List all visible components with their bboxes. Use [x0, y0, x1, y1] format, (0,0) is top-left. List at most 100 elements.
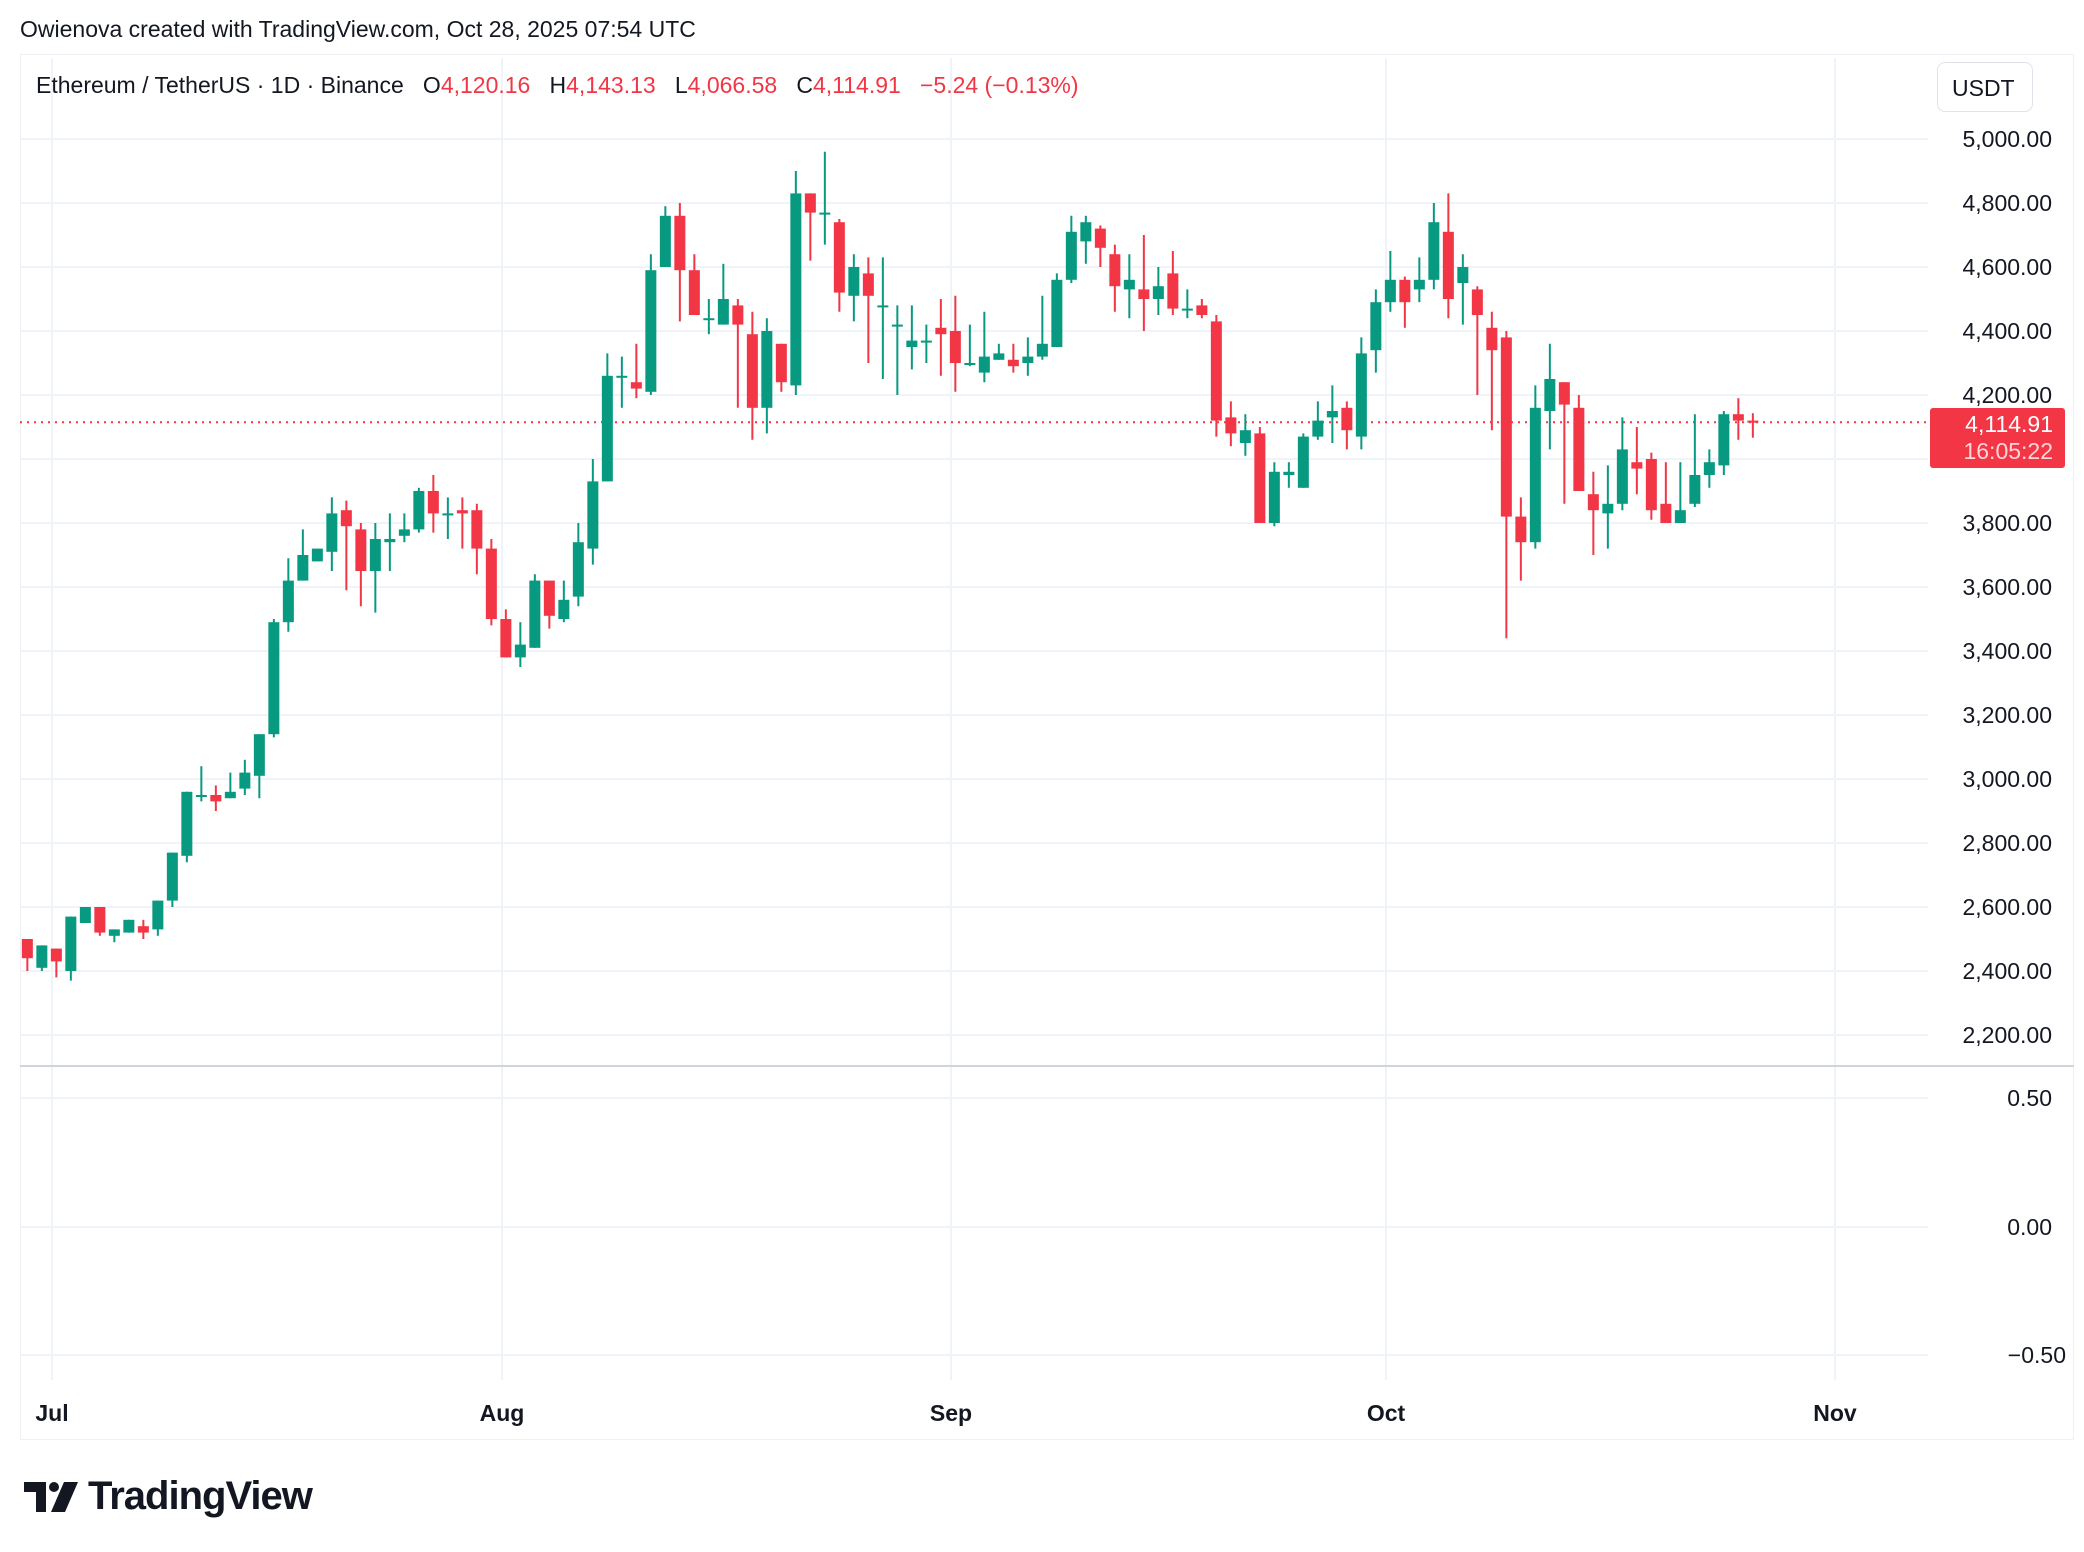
candle[interactable] — [906, 305, 918, 370]
candle[interactable] — [1515, 497, 1527, 581]
candle[interactable] — [529, 574, 541, 648]
candle[interactable] — [1283, 462, 1295, 488]
candle[interactable] — [442, 497, 454, 539]
candle[interactable] — [1065, 215, 1077, 283]
candle[interactable] — [1703, 449, 1715, 488]
candle[interactable] — [1138, 235, 1150, 331]
candle[interactable] — [964, 324, 976, 367]
candle[interactable] — [761, 318, 773, 434]
candle[interactable] — [326, 497, 338, 571]
candle[interactable] — [1500, 331, 1512, 639]
candle[interactable] — [224, 772, 236, 799]
candle[interactable] — [790, 171, 802, 395]
candle[interactable] — [833, 219, 845, 312]
candle[interactable] — [1022, 337, 1034, 376]
candle[interactable] — [456, 497, 468, 549]
candle[interactable] — [630, 343, 642, 399]
candle[interactable] — [891, 305, 903, 395]
candle[interactable] — [1080, 215, 1092, 264]
candle[interactable] — [1341, 401, 1353, 450]
candle[interactable] — [1413, 257, 1425, 303]
candle[interactable] — [558, 580, 570, 623]
candle[interactable] — [1747, 413, 1759, 438]
candle[interactable] — [645, 254, 657, 395]
candle[interactable] — [166, 852, 178, 907]
candle[interactable] — [65, 916, 77, 981]
candle[interactable] — [935, 299, 947, 376]
candle[interactable] — [732, 299, 744, 408]
candle[interactable] — [1355, 337, 1367, 450]
candle[interactable] — [1181, 289, 1193, 319]
candle[interactable] — [1196, 299, 1208, 319]
candle[interactable] — [819, 151, 831, 245]
candle[interactable] — [775, 343, 787, 392]
candle[interactable] — [543, 580, 555, 629]
candle[interactable] — [993, 343, 1005, 360]
candle[interactable] — [36, 945, 48, 971]
candle[interactable] — [1529, 385, 1541, 549]
candle[interactable] — [674, 203, 686, 322]
candle[interactable] — [601, 353, 613, 482]
candle[interactable] — [920, 324, 932, 363]
currency-button[interactable]: USDT — [1937, 62, 2033, 112]
candle[interactable] — [877, 257, 889, 379]
candle[interactable] — [50, 948, 62, 978]
candle[interactable] — [1152, 267, 1164, 315]
candle[interactable] — [1007, 343, 1019, 373]
candle[interactable] — [1471, 286, 1483, 395]
candle[interactable] — [1167, 251, 1179, 315]
candle[interactable] — [427, 475, 439, 533]
candle[interactable] — [1225, 401, 1237, 447]
candle[interactable] — [1602, 465, 1614, 549]
candle[interactable] — [1558, 382, 1570, 504]
candle[interactable] — [659, 206, 671, 267]
candle[interactable] — [137, 919, 149, 939]
candle[interactable] — [297, 529, 309, 581]
candle[interactable] — [1326, 385, 1338, 443]
candle[interactable] — [804, 193, 816, 261]
candle[interactable] — [398, 513, 410, 543]
candle[interactable] — [1268, 462, 1280, 527]
candle[interactable] — [1718, 411, 1730, 475]
candle[interactable] — [949, 295, 961, 392]
candle[interactable] — [862, 257, 874, 363]
candle[interactable] — [413, 487, 425, 533]
candle[interactable] — [239, 759, 251, 795]
candle[interactable] — [485, 539, 497, 626]
candle[interactable] — [1573, 395, 1585, 491]
candle[interactable] — [1631, 427, 1643, 495]
candle[interactable] — [1660, 462, 1672, 523]
candle[interactable] — [471, 503, 483, 575]
candle[interactable] — [268, 619, 280, 738]
candle[interactable] — [1312, 401, 1324, 440]
candle[interactable] — [1457, 254, 1469, 325]
candle[interactable] — [500, 609, 512, 658]
candle[interactable] — [1732, 398, 1744, 440]
candle[interactable] — [1674, 462, 1686, 523]
candle[interactable] — [1239, 414, 1251, 456]
candle[interactable] — [282, 558, 294, 632]
candle[interactable] — [21, 939, 33, 971]
candle[interactable] — [311, 548, 323, 562]
candle[interactable] — [1384, 251, 1396, 312]
tradingview-logo[interactable]: TradingView — [24, 1474, 313, 1519]
candle[interactable] — [1094, 225, 1106, 267]
candle[interactable] — [384, 513, 396, 571]
candle[interactable] — [1587, 471, 1599, 555]
candle[interactable] — [703, 299, 715, 335]
candle[interactable] — [848, 254, 860, 322]
candle[interactable] — [514, 622, 526, 667]
symbol-title[interactable]: Ethereum / TetherUS · 1D · Binance — [36, 72, 404, 98]
candle[interactable] — [1689, 414, 1701, 507]
candle[interactable] — [1210, 315, 1222, 437]
candle[interactable] — [108, 929, 120, 943]
candle[interactable] — [181, 791, 193, 863]
candle[interactable] — [1645, 452, 1657, 520]
candle[interactable] — [79, 907, 91, 923]
candle[interactable] — [94, 907, 106, 936]
candle[interactable] — [340, 500, 352, 591]
candle[interactable] — [369, 523, 381, 613]
candle[interactable] — [1109, 244, 1121, 312]
candle[interactable] — [746, 311, 758, 440]
candle[interactable] — [688, 254, 700, 315]
